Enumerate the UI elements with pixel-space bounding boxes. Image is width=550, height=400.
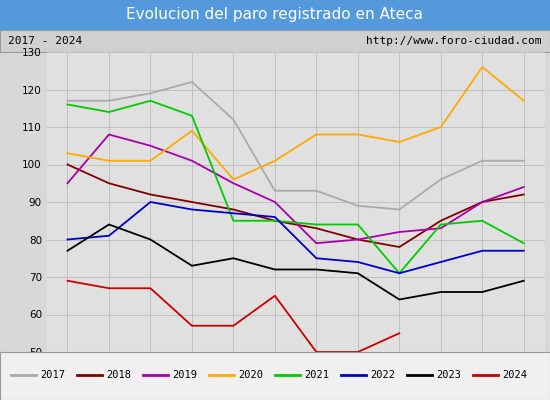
Text: 2019: 2019	[172, 370, 197, 380]
Text: 2024: 2024	[502, 370, 527, 380]
Text: Evolucion del paro registrado en Ateca: Evolucion del paro registrado en Ateca	[126, 8, 424, 22]
Text: http://www.foro-ciudad.com: http://www.foro-ciudad.com	[366, 36, 542, 46]
Text: 2017 - 2024: 2017 - 2024	[8, 36, 82, 46]
Text: 2020: 2020	[238, 370, 263, 380]
Text: 2022: 2022	[370, 370, 395, 380]
Text: 2023: 2023	[436, 370, 461, 380]
Text: 2017: 2017	[40, 370, 65, 380]
Text: 2021: 2021	[304, 370, 329, 380]
Text: 2018: 2018	[106, 370, 131, 380]
